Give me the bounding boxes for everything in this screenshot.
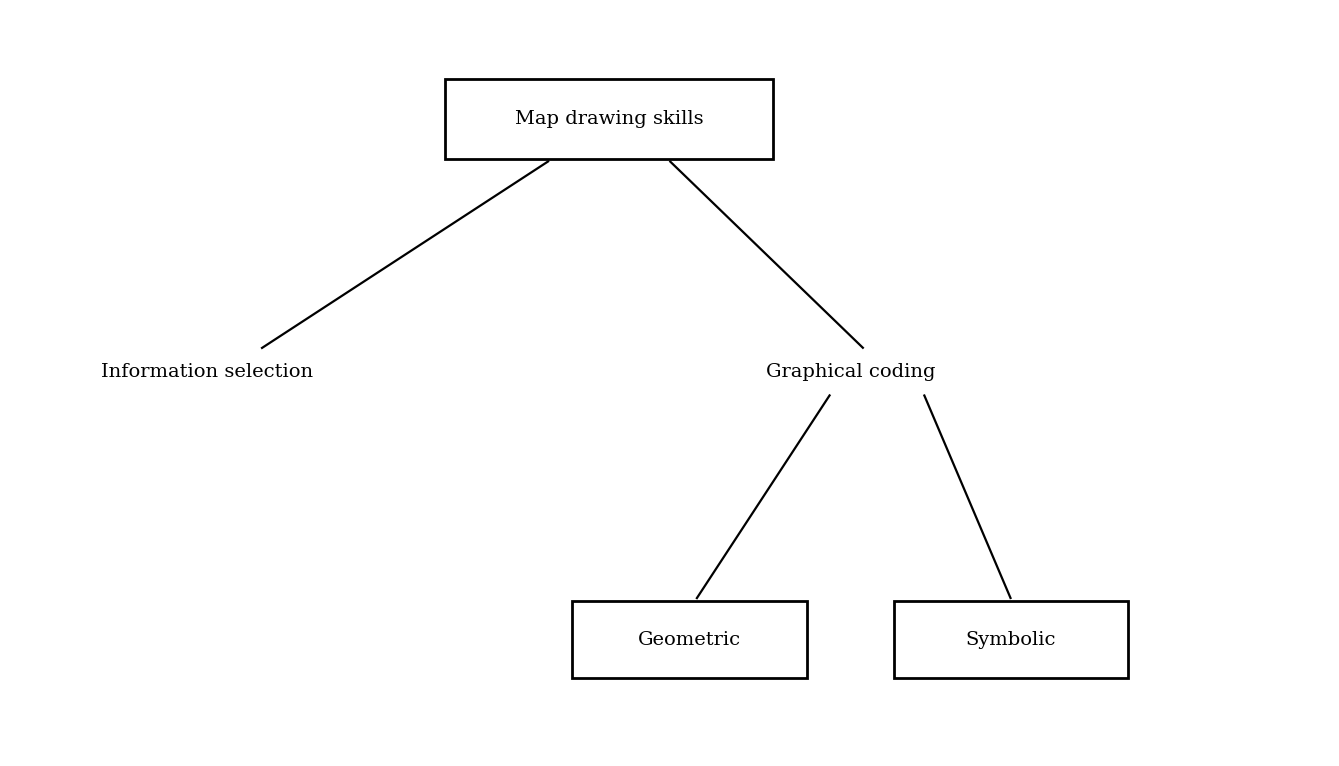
Text: Symbolic: Symbolic: [965, 630, 1056, 649]
Text: Information selection: Information selection: [102, 362, 313, 381]
FancyBboxPatch shape: [445, 78, 774, 159]
Text: Geometric: Geometric: [637, 630, 742, 649]
Text: Graphical coding: Graphical coding: [766, 362, 935, 381]
FancyBboxPatch shape: [894, 601, 1129, 678]
Text: Map drawing skills: Map drawing skills: [516, 110, 703, 128]
FancyBboxPatch shape: [573, 601, 806, 678]
